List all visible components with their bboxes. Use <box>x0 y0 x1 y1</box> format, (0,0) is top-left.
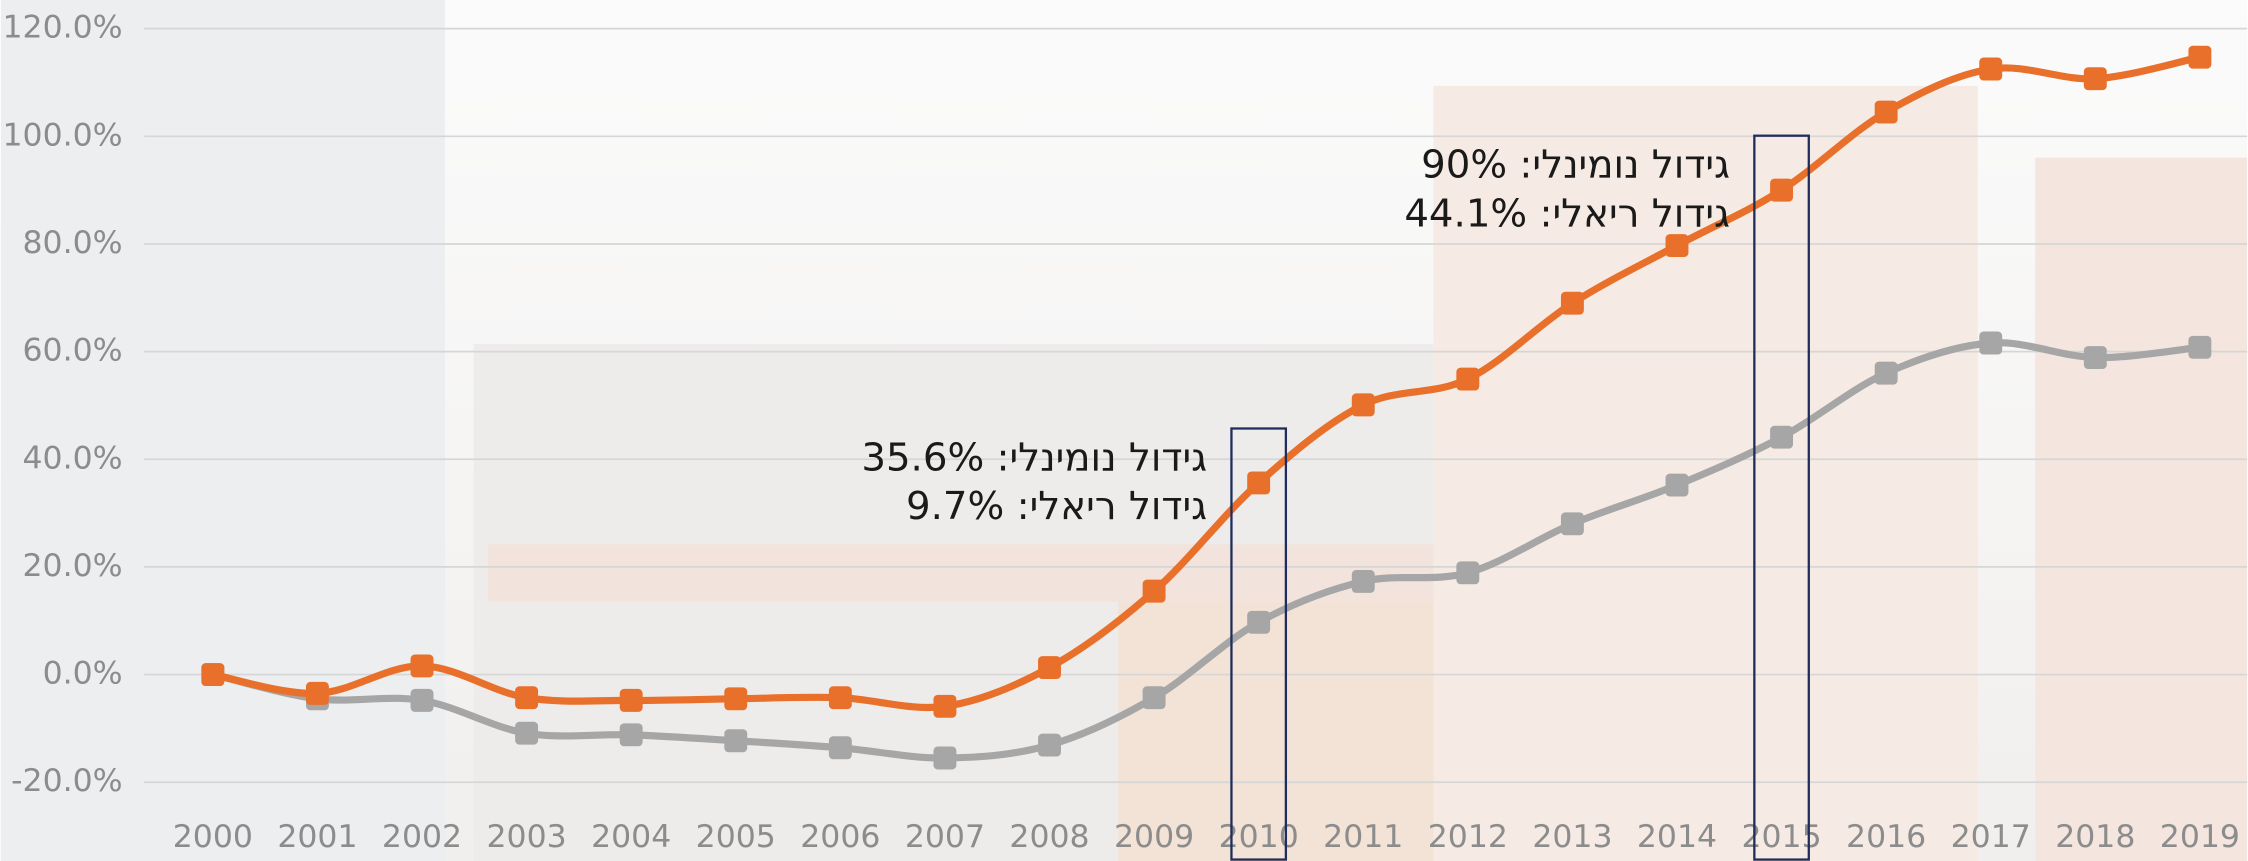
y-tick-label: 0.0% <box>43 656 123 692</box>
point-marker <box>1456 367 1480 391</box>
point-marker <box>1247 610 1271 634</box>
y-tick-label: 20.0% <box>23 548 123 584</box>
point-marker <box>724 729 748 753</box>
point-marker <box>1142 686 1166 710</box>
series-line <box>212 339 2201 762</box>
point-marker <box>1038 733 1061 757</box>
highlight-box <box>1753 134 1810 861</box>
x-tick-label: 2003 <box>487 819 567 855</box>
x-tick-label: 2000 <box>173 819 253 855</box>
point-marker <box>619 723 643 747</box>
annotation: גידול ריאלי: 44.1% <box>1404 191 1730 236</box>
point-marker <box>410 688 434 712</box>
x-tick-label: 2013 <box>1532 819 1612 855</box>
point-marker <box>2188 45 2212 69</box>
point-marker <box>933 746 957 770</box>
x-tick-label: 2011 <box>1323 819 1403 855</box>
point-marker <box>2083 346 2107 369</box>
point-marker <box>201 663 225 687</box>
annotation: גידול נומינלי: 90% <box>1421 143 1730 188</box>
x-tick-label: 2005 <box>696 819 776 855</box>
point-marker <box>933 694 957 718</box>
series-line <box>212 53 2201 712</box>
point-marker <box>1770 178 1794 202</box>
point-marker <box>515 721 539 745</box>
point-marker <box>515 686 539 710</box>
point-marker <box>410 654 434 678</box>
x-tick-label: 2007 <box>905 819 985 855</box>
point-marker <box>724 687 748 711</box>
point-marker <box>305 681 329 705</box>
y-tick-label: 60.0% <box>23 333 123 369</box>
y-tick-label: 40.0% <box>23 440 123 476</box>
x-tick-label: 2001 <box>277 819 357 855</box>
point-marker <box>1456 561 1480 585</box>
annotation: גידול נומינלי: 35.6% <box>861 436 1207 481</box>
point-marker <box>1874 361 1898 385</box>
x-tick-label: 2008 <box>1009 819 1089 855</box>
x-tick-label: 2019 <box>2160 819 2240 855</box>
point-marker <box>1142 579 1166 603</box>
point-marker <box>1665 234 1689 258</box>
x-tick-label: 2017 <box>1951 819 2031 855</box>
point-marker <box>1560 291 1584 315</box>
point-marker <box>1351 569 1375 593</box>
point-marker <box>1979 331 2003 355</box>
point-marker <box>1351 393 1375 417</box>
point-marker <box>1038 656 1061 680</box>
x-tick-label: 2004 <box>591 819 671 855</box>
x-tick-label: 2018 <box>2055 819 2135 855</box>
y-tick-label: 120.0% <box>2 10 122 46</box>
x-tick-label: 2014 <box>1637 819 1717 855</box>
x-tick-label: 2016 <box>1846 819 1926 855</box>
point-marker <box>1874 100 1898 124</box>
point-marker <box>1770 425 1794 449</box>
y-tick-label: -20.0% <box>11 763 122 799</box>
x-tick-label: 2002 <box>382 819 462 855</box>
point-marker <box>828 736 852 760</box>
x-tick-label: 2006 <box>800 819 880 855</box>
highlight-box <box>1230 427 1288 861</box>
y-tick-label: 100.0% <box>2 117 122 153</box>
annotation: גידול ריאלי: 9.7% <box>906 484 1207 529</box>
point-marker <box>2083 67 2107 91</box>
y-tick-label: 80.0% <box>23 225 123 261</box>
point-marker <box>1665 473 1689 497</box>
x-tick-label: 2012 <box>1428 819 1508 855</box>
point-marker <box>1247 471 1271 495</box>
point-marker <box>1560 512 1584 536</box>
x-tick-label: 2009 <box>1114 819 1194 855</box>
point-marker <box>619 688 643 712</box>
point-marker <box>828 686 852 710</box>
point-marker <box>1979 57 2003 81</box>
point-marker <box>2188 335 2212 359</box>
